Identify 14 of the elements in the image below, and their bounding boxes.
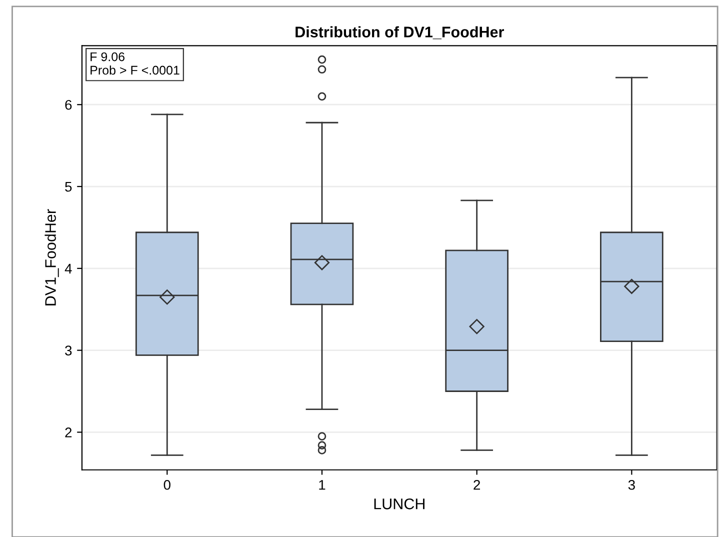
y-tick-label: 6 — [65, 100, 72, 110]
y-tick-label: 5 — [65, 182, 72, 192]
chart-title: Distribution of DV1_FoodHer — [296, 26, 504, 40]
x-tick-label: 2 — [474, 480, 480, 490]
y-tick-label: 2 — [65, 428, 72, 438]
x-tick-label: 3 — [628, 480, 635, 490]
x-tick-label: 0 — [164, 480, 170, 490]
annotation: Prob > F <.0001 — [90, 65, 180, 75]
y-axis-title: DV1_FoodHer — [44, 209, 59, 306]
y-tick-label: 3 — [65, 346, 72, 356]
x-tick-label: 1 — [319, 480, 326, 490]
x-axis-title: LUNCH — [374, 498, 424, 510]
annotation: F 9.06 — [90, 52, 124, 62]
y-tick-label: 4 — [64, 264, 72, 274]
